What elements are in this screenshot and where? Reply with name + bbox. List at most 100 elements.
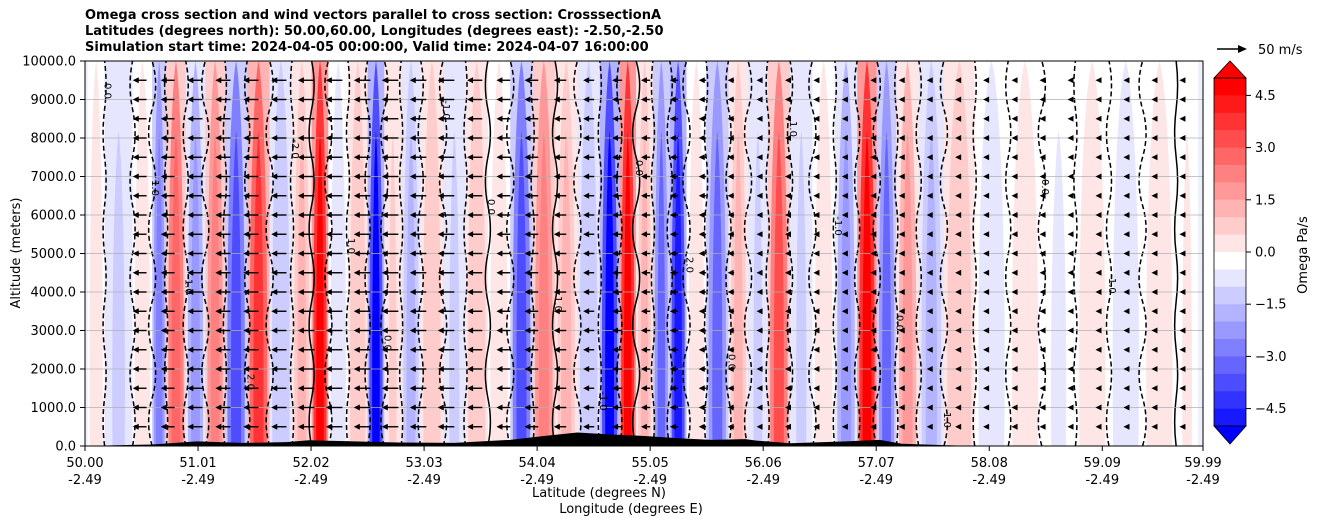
wind-vector <box>437 327 455 334</box>
x-tick-label-lon: -2.49 <box>746 473 780 488</box>
wind-vector <box>756 192 763 199</box>
wind-vector <box>271 173 287 180</box>
wind-vector <box>271 135 287 141</box>
omega-band-peak <box>426 131 437 446</box>
wind-vector-head <box>467 423 474 430</box>
colorbar-extend-min <box>1213 425 1247 445</box>
wind-vector-head <box>1011 212 1018 218</box>
wind-vector-head <box>553 269 560 276</box>
wind-vector-head <box>437 366 444 372</box>
wind-vector <box>160 404 175 411</box>
wind-vector-head <box>727 385 734 392</box>
wind-vector-head <box>160 231 167 238</box>
wind-vector-head <box>1151 96 1158 103</box>
wind-vector <box>1123 212 1130 218</box>
wind-vector <box>926 289 933 295</box>
wind-vector <box>353 231 371 238</box>
wind-vector-head <box>467 173 474 180</box>
wind-vector-head <box>132 346 139 353</box>
wind-vector-head <box>1095 115 1102 122</box>
wind-vector <box>1095 192 1102 199</box>
wind-vector <box>243 327 259 334</box>
colorbar-step <box>1214 391 1246 410</box>
wind-vector <box>381 385 399 392</box>
wind-vector-head <box>437 385 444 392</box>
wind-vector-head <box>1179 77 1186 84</box>
wind-vector <box>553 212 567 218</box>
wind-vector <box>187 308 203 315</box>
wind-vector <box>160 289 175 295</box>
wind-vector <box>955 366 962 372</box>
wind-vector-head <box>187 115 194 122</box>
wind-vector-head <box>640 346 647 353</box>
wind-vector <box>409 289 427 295</box>
wind-vector-head <box>325 154 332 161</box>
wind-vector-head <box>1067 423 1074 430</box>
wind-vector-head <box>669 269 676 276</box>
wind-vector-head <box>698 385 705 392</box>
wind-vector-head <box>784 135 791 141</box>
wind-vector <box>353 308 371 315</box>
x-tick-label-lat: 50.00 <box>66 456 103 471</box>
wind-vector-head <box>841 423 848 430</box>
wind-vector-head <box>437 289 444 295</box>
wind-vector <box>1067 269 1074 276</box>
wind-vector <box>698 366 707 372</box>
wind-vector-head <box>898 192 905 199</box>
wind-vector-head <box>1179 269 1186 276</box>
wind-vector <box>409 327 427 334</box>
wind-vector-head <box>955 366 962 372</box>
wind-vector <box>955 250 962 257</box>
omega-band-peak <box>657 131 666 446</box>
wind-vector <box>187 327 203 334</box>
wind-vector <box>1151 346 1158 353</box>
wind-vector <box>271 269 287 276</box>
wind-vector-head <box>640 231 647 238</box>
wind-vector <box>784 77 791 84</box>
wind-vector <box>1067 154 1074 161</box>
wind-vector-head <box>437 327 444 334</box>
contour-label: 2.0 <box>684 257 695 273</box>
wind-vector-head <box>1095 192 1102 199</box>
wind-vector <box>898 77 905 84</box>
wind-vector-head <box>583 135 590 141</box>
wind-vector <box>727 212 735 218</box>
wind-vector <box>409 212 427 218</box>
wind-vector <box>727 154 735 161</box>
wind-vector <box>1179 77 1186 84</box>
wind-vector <box>524 289 539 295</box>
wind-vector-head <box>1179 173 1186 180</box>
wind-vector <box>583 77 595 84</box>
wind-vector <box>612 289 623 295</box>
wind-vector <box>583 327 595 334</box>
wind-vector-head <box>297 135 304 141</box>
wind-vector <box>271 289 287 295</box>
wind-vector <box>1095 423 1102 430</box>
wind-vector <box>1011 231 1018 238</box>
wind-vector <box>612 250 623 257</box>
wind-vector-head <box>841 192 848 199</box>
wind-vector-head <box>870 173 877 180</box>
wind-vector-head <box>496 135 503 141</box>
wind-vector <box>727 327 735 334</box>
wind-vector-head <box>325 250 332 257</box>
wind-vector-head <box>524 173 531 180</box>
wind-vector-head <box>1011 96 1018 103</box>
wind-vector <box>1067 192 1074 199</box>
wind-vector <box>583 346 595 353</box>
wind-vector <box>524 212 539 218</box>
wind-vector-head <box>640 115 647 122</box>
wind-vector <box>870 231 877 238</box>
wind-vector-head <box>1039 135 1046 141</box>
wind-vector <box>325 289 343 295</box>
wind-vector-head <box>784 346 791 353</box>
wind-vector <box>1151 289 1158 295</box>
wind-vector <box>353 115 371 122</box>
wind-vector-head <box>756 231 763 238</box>
wind-vector <box>841 385 848 392</box>
wind-vector <box>669 212 679 218</box>
contour-label: 0.0 <box>102 83 113 99</box>
wind-vector <box>1039 327 1046 334</box>
wind-vector-head <box>353 231 360 238</box>
wind-vector <box>612 96 623 103</box>
